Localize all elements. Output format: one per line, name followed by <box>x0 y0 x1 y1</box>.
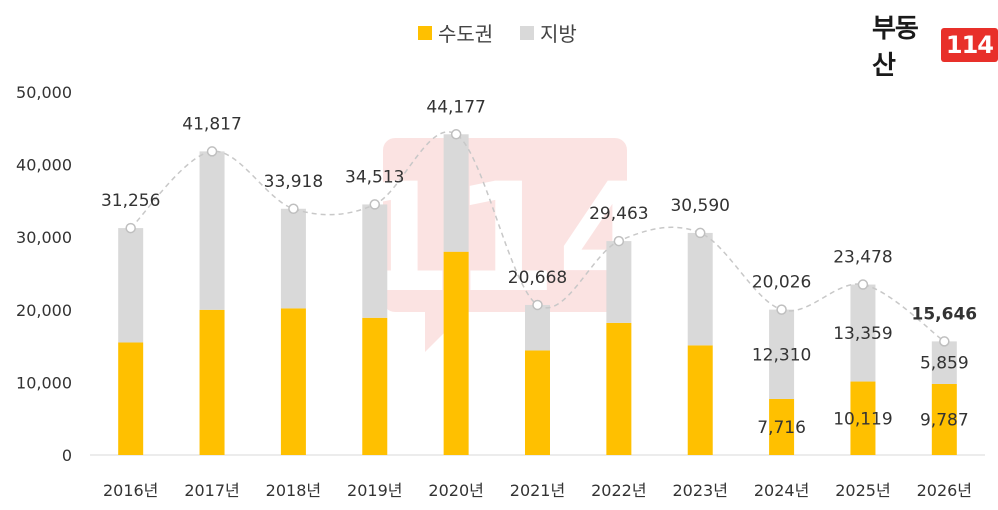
y-tick-label: 50,000 <box>16 83 72 102</box>
chart-legend: 수도권 지방 <box>0 18 998 48</box>
bar-region <box>118 228 144 343</box>
total-marker <box>369 199 381 210</box>
total-marker <box>206 146 218 157</box>
legend-swatch-capital <box>418 25 432 40</box>
x-tick-label: 2024년 <box>754 481 809 500</box>
bar-capital <box>199 309 225 455</box>
y-tick-label: 40,000 <box>16 156 72 175</box>
total-trend-line <box>130 131 945 343</box>
bar-capital <box>931 383 957 455</box>
bar-region <box>525 304 550 351</box>
total-marker <box>450 129 462 140</box>
x-tick-label: 2021년 <box>510 481 565 500</box>
total-label: 31,256 <box>101 191 160 211</box>
bar-label-capital: 7,716 <box>757 418 806 438</box>
bar-region <box>199 151 225 310</box>
bar-capital <box>362 317 388 455</box>
bar-label-region: 5,859 <box>920 354 969 374</box>
x-tick-label: 2020년 <box>428 481 483 500</box>
legend-label-region: 지방 <box>540 22 577 46</box>
total-label: 30,590 <box>670 196 729 216</box>
total-label: 44,177 <box>426 97 485 117</box>
bar-label-region: 12,310 <box>752 345 811 365</box>
bar-capital <box>606 322 632 455</box>
x-tick-label: 2025년 <box>835 481 890 500</box>
legend-swatch-region <box>520 25 534 40</box>
bar-capital <box>525 350 550 455</box>
total-marker <box>939 336 950 347</box>
logo-text: 부동산 <box>872 14 919 81</box>
total-marker <box>776 304 787 315</box>
bar-region <box>280 208 306 309</box>
bar-region <box>850 284 876 382</box>
total-marker <box>125 222 136 234</box>
bar-capital <box>280 308 306 455</box>
bar-capital <box>687 345 713 455</box>
x-tick-label: 2016년 <box>103 481 158 500</box>
bar-capital <box>769 398 795 455</box>
x-tick-label: 2017년 <box>184 481 239 500</box>
total-label: 29,463 <box>589 204 648 224</box>
total-label: 41,817 <box>182 114 241 134</box>
y-tick-label: 10,000 <box>16 373 72 392</box>
x-tick-label: 2022년 <box>591 481 646 500</box>
bar-region <box>931 341 957 384</box>
bar-capital <box>850 381 876 455</box>
bar-capital <box>443 251 469 455</box>
x-tick-label: 2023년 <box>673 481 728 500</box>
bar-region <box>687 232 713 346</box>
bar-label-capital: 9,787 <box>920 410 969 430</box>
legend-label-capital: 수도권 <box>438 22 494 46</box>
logo-badge: 114 <box>940 28 998 62</box>
total-label: 20,026 <box>752 273 811 293</box>
total-label: 34,513 <box>345 167 404 187</box>
y-tick-label: 0 <box>62 446 72 465</box>
bar-label-capital: 10,119 <box>833 409 892 429</box>
total-marker <box>613 235 625 247</box>
bar-label-region: 13,359 <box>833 324 892 344</box>
total-label: 15,646 <box>912 304 978 324</box>
legend-item-region: 지방 <box>520 18 577 47</box>
bar-region <box>606 241 632 323</box>
legend-item-capital: 수도권 <box>418 18 493 47</box>
total-label: 20,668 <box>508 268 567 288</box>
total-marker <box>857 279 869 290</box>
x-tick-label: 2018년 <box>266 481 321 500</box>
total-marker <box>532 299 543 311</box>
bar-region <box>443 134 469 252</box>
bar-region <box>769 309 795 399</box>
total-label: 23,478 <box>833 248 892 268</box>
x-tick-label: 2019년 <box>347 481 402 500</box>
total-marker <box>288 203 299 215</box>
total-label: 33,918 <box>264 172 323 192</box>
brand-logo: 부동산 114 <box>872 8 998 82</box>
bar-region <box>362 204 388 318</box>
y-tick-label: 20,000 <box>16 301 72 320</box>
total-marker <box>694 227 706 239</box>
y-tick-label: 30,000 <box>16 228 72 247</box>
bar-capital <box>118 342 144 455</box>
x-tick-label: 2026년 <box>917 481 972 500</box>
